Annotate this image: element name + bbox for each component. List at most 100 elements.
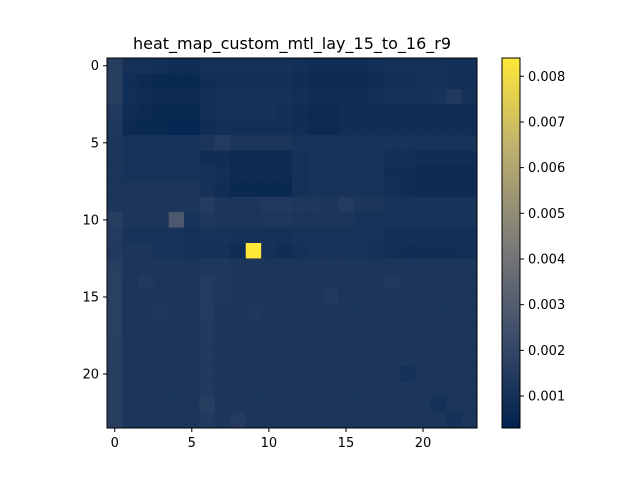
heatmap-cell bbox=[153, 150, 170, 167]
heatmap-cell bbox=[415, 397, 432, 413]
heatmap-cell bbox=[122, 58, 139, 74]
heatmap-cell bbox=[230, 227, 247, 244]
heatmap-cell bbox=[461, 273, 478, 290]
heatmap-cell bbox=[276, 73, 293, 90]
heatmap-cell bbox=[322, 273, 339, 290]
heatmap-cell bbox=[276, 289, 293, 306]
heatmap-cell bbox=[446, 273, 462, 290]
heatmap-cell bbox=[415, 73, 432, 90]
y-tick-label: 15 bbox=[82, 290, 99, 305]
heatmap-cell bbox=[261, 350, 277, 367]
heatmap-cell bbox=[415, 366, 432, 383]
heatmap-cell bbox=[137, 320, 154, 336]
heatmap-cell bbox=[261, 335, 277, 352]
heatmap-cell bbox=[184, 304, 200, 321]
heatmap-cell bbox=[245, 150, 262, 167]
heatmap-cell bbox=[153, 135, 170, 151]
heatmap-cell bbox=[199, 258, 216, 275]
heatmap-cell bbox=[415, 258, 432, 275]
heatmap-cell bbox=[199, 104, 216, 121]
heatmap-cell bbox=[461, 212, 478, 228]
heatmap-cell bbox=[446, 181, 462, 198]
heatmap-cell bbox=[384, 58, 401, 74]
heatmap-cell bbox=[430, 73, 447, 90]
heatmap-cell bbox=[369, 320, 385, 336]
heatmap-cell bbox=[122, 350, 139, 367]
heatmap-cell bbox=[199, 397, 216, 413]
y-tick-label: 10 bbox=[82, 213, 99, 228]
heatmap-cell bbox=[184, 366, 200, 383]
heatmap-cell bbox=[261, 227, 277, 244]
heatmap-cell bbox=[369, 165, 385, 182]
heatmap-cell bbox=[245, 335, 262, 352]
heatmap-cell bbox=[214, 304, 231, 321]
heatmap-cell bbox=[369, 381, 385, 398]
heatmap-cell bbox=[461, 181, 478, 198]
heatmap-cell bbox=[322, 289, 339, 306]
heatmap-cell bbox=[384, 258, 401, 275]
heatmap-cell bbox=[184, 88, 200, 105]
heatmap-cell bbox=[399, 135, 416, 151]
heatmap-cell bbox=[415, 150, 432, 167]
heatmap-cell bbox=[446, 304, 462, 321]
heatmap-cell bbox=[168, 320, 185, 336]
heatmap-cell bbox=[245, 181, 262, 198]
heatmap-cell bbox=[214, 397, 231, 413]
heatmap-cell bbox=[276, 350, 293, 367]
heatmap-cell bbox=[369, 258, 385, 275]
heatmap-cell bbox=[245, 135, 262, 151]
heatmap-cell bbox=[184, 73, 200, 90]
heatmap-cell bbox=[430, 350, 447, 367]
heatmap-cell bbox=[184, 135, 200, 151]
heatmap-cell bbox=[153, 366, 170, 383]
heatmap-cell bbox=[230, 150, 247, 167]
x-tick-label: 15 bbox=[338, 436, 355, 451]
heatmap-cell bbox=[446, 104, 462, 121]
colorbar-tick-label: 0.003 bbox=[528, 298, 565, 313]
heatmap-cell bbox=[168, 243, 185, 259]
heatmap-cell bbox=[214, 150, 231, 167]
heatmap-cell bbox=[292, 366, 308, 383]
heatmap-cell bbox=[199, 335, 216, 352]
heatmap-cell bbox=[107, 320, 123, 336]
heatmap-cell bbox=[230, 58, 247, 74]
heatmap-cell bbox=[184, 227, 200, 244]
heatmap-cell bbox=[369, 119, 385, 136]
heatmap-cell bbox=[168, 350, 185, 367]
heatmap-cell bbox=[199, 165, 216, 182]
heatmap-cell bbox=[353, 304, 370, 321]
heatmap-cell bbox=[307, 119, 324, 136]
heatmap-cell bbox=[353, 150, 370, 167]
heatmap-cell bbox=[322, 165, 339, 182]
heatmap-cell bbox=[199, 119, 216, 136]
heatmap-cell bbox=[199, 212, 216, 228]
heatmap-cell bbox=[353, 412, 370, 429]
heatmap-cell bbox=[261, 212, 277, 228]
heatmap-cell bbox=[353, 289, 370, 306]
heatmap-cell bbox=[168, 58, 185, 74]
heatmap-cell bbox=[384, 350, 401, 367]
heatmap-cell bbox=[461, 350, 478, 367]
heatmap-cell bbox=[353, 196, 370, 213]
heatmap-cell bbox=[369, 135, 385, 151]
heatmap-cell bbox=[461, 227, 478, 244]
heatmap-cell bbox=[322, 150, 339, 167]
x-tick-label: 10 bbox=[261, 436, 278, 451]
heatmap-cell bbox=[168, 212, 185, 228]
heatmap-cell bbox=[168, 304, 185, 321]
colorbar-tick-label: 0.005 bbox=[528, 207, 565, 222]
heatmap-cell bbox=[230, 212, 247, 228]
colorbar-tick-label: 0.008 bbox=[528, 70, 565, 85]
heatmap-cell bbox=[276, 88, 293, 105]
heatmap-cell bbox=[107, 58, 123, 74]
heatmap-cell bbox=[261, 304, 277, 321]
heatmap-cell bbox=[230, 135, 247, 151]
heatmap-cell bbox=[399, 58, 416, 74]
heatmap-cell bbox=[107, 181, 123, 198]
heatmap-cell bbox=[322, 243, 339, 259]
heatmap-cell bbox=[369, 350, 385, 367]
heatmap-cell bbox=[338, 119, 355, 136]
heatmap-cell bbox=[353, 104, 370, 121]
heatmap-cell bbox=[461, 73, 478, 90]
heatmap-cell bbox=[214, 412, 231, 429]
